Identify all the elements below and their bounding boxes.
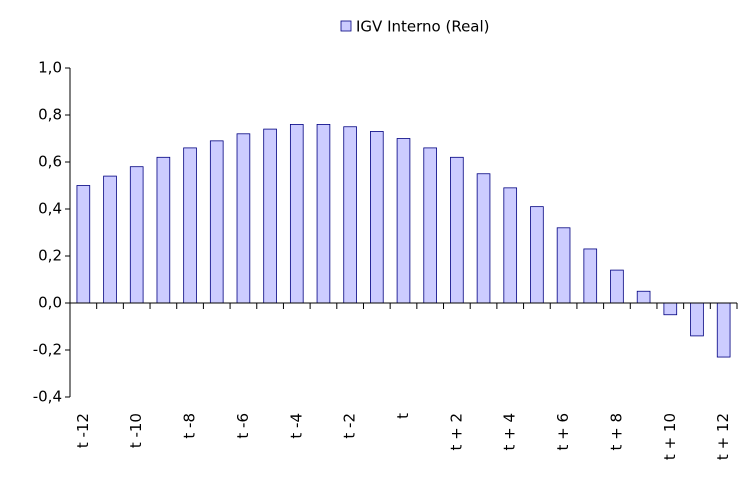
- bar: [476, 173, 491, 304]
- bar: [236, 133, 251, 304]
- y-tick-label: 0,8: [38, 106, 62, 124]
- x-tick-label: t -8: [181, 413, 199, 439]
- bar: [663, 302, 678, 316]
- bar: [690, 302, 704, 337]
- x-tick-label: t + 10: [661, 413, 679, 460]
- bar: [716, 302, 731, 358]
- x-tick-label: t + 2: [447, 413, 465, 451]
- bar: [263, 128, 277, 304]
- bar: [156, 156, 171, 304]
- bar: [183, 147, 197, 304]
- x-tick-label: t -12: [74, 413, 92, 448]
- bar: [450, 156, 464, 304]
- x-tick-label: t + 4: [501, 413, 519, 451]
- bar: [370, 131, 384, 304]
- bar: [583, 248, 598, 304]
- bar: [530, 206, 544, 304]
- bar: [503, 187, 518, 304]
- x-tick-label: t -2: [341, 413, 359, 439]
- bar: [396, 138, 411, 304]
- bar: [316, 124, 331, 304]
- bar: [76, 185, 91, 304]
- y-tick-label: -0,4: [33, 388, 62, 406]
- y-tick-label: 0,2: [38, 247, 62, 265]
- bar: [556, 227, 571, 304]
- bar: [103, 175, 117, 304]
- y-tick-label: 0,0: [38, 294, 62, 312]
- bar: [209, 140, 224, 304]
- legend-swatch: [340, 20, 352, 32]
- x-tick-label: t: [394, 413, 412, 419]
- x-tick-label: t + 12: [714, 413, 732, 460]
- legend-label: IGV Interno (Real): [356, 18, 490, 36]
- y-tick-label: 0,4: [38, 200, 62, 218]
- x-tick-label: t -6: [234, 413, 252, 439]
- bar: [636, 290, 651, 304]
- y-tick-label: -0,2: [33, 341, 62, 359]
- x-tick-label: t + 6: [554, 413, 572, 451]
- y-tick-label: 0,6: [38, 153, 62, 171]
- bar: [343, 126, 357, 304]
- x-tick-label: t -10: [127, 413, 145, 448]
- x-tick-label: t + 8: [607, 413, 625, 451]
- bar: [289, 124, 304, 304]
- bar: [423, 147, 437, 304]
- y-tick-label: 1,0: [38, 59, 62, 77]
- bar: [129, 166, 144, 304]
- x-tick-label: t -4: [287, 413, 305, 439]
- bar: [610, 269, 624, 304]
